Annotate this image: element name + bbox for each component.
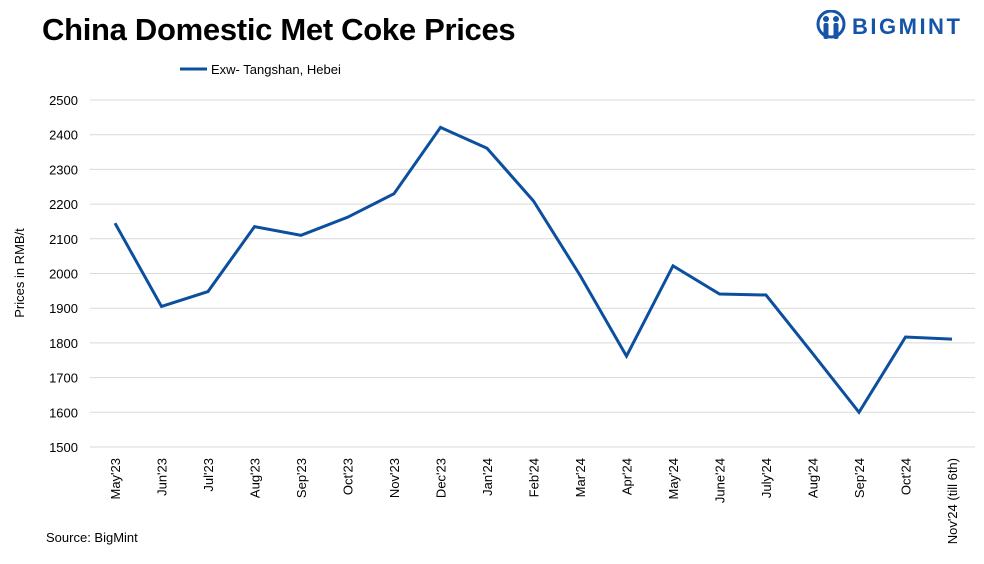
y-tick-label: 1600: [49, 405, 78, 420]
logo-text: BIGMINT: [852, 14, 963, 39]
x-tick-label: Oct'23: [341, 458, 356, 495]
x-tick-labels: May'23 Jun'23 Jul'23 Aug'23 Sep'23 Oct'23 Nov'…: [108, 458, 960, 544]
series-line: [113, 125, 953, 415]
y-tick-label: 1500: [49, 440, 78, 455]
y-tick-label: 2500: [49, 93, 78, 108]
y-axis-label: Prices in RMB/t: [12, 228, 27, 318]
gridlines: [90, 99, 975, 448]
x-tick-label: May'23: [108, 458, 123, 500]
x-tick-label: Dec'23: [434, 458, 449, 498]
y-tick-labels: 1500 1600 1700 1800 1900 2000 2100 2200 2300 2400…: [49, 93, 78, 455]
legend-label: Exw- Tangshan, Hebei: [211, 62, 341, 77]
y-tick-label: 1900: [49, 301, 78, 316]
y-tick-label: 2300: [49, 162, 78, 177]
x-tick-label: Sep'23: [294, 458, 309, 498]
x-tick-label: Nov'23: [387, 458, 402, 498]
x-tick-label: Sep'24: [852, 458, 867, 498]
y-tick-label: 2200: [49, 197, 78, 212]
x-tick-label: Jul'23: [201, 458, 216, 492]
series-lines: [113, 125, 953, 415]
x-tick-label: June'24: [713, 458, 728, 503]
x-tick-label: May'24: [666, 458, 681, 500]
y-tick-label: 2400: [49, 128, 78, 143]
bigmint-logo: BIGMINT: [816, 10, 962, 44]
y-tick-label: 2000: [49, 267, 78, 282]
x-tick-label: Feb'24: [527, 458, 542, 497]
y-tick-label: 1700: [49, 371, 78, 386]
y-tick-label: 2100: [49, 232, 78, 247]
x-tick-label: Oct'24: [899, 458, 914, 495]
source-note: Source: BigMint: [46, 530, 138, 545]
x-tick-label: July'24: [759, 458, 774, 498]
y-tick-label: 1800: [49, 336, 78, 351]
x-tick-label: Nov'24 (till 6th): [945, 458, 960, 544]
x-tick-label: Aug'24: [806, 458, 821, 498]
x-tick-label: Mar'24: [573, 458, 588, 497]
x-tick-label: Jan'24: [480, 458, 495, 496]
x-tick-label: Aug'23: [248, 458, 263, 498]
x-tick-label: Apr'24: [620, 458, 635, 495]
bigmint-logo-icon: [816, 10, 846, 39]
x-tick-label: Jun'23: [155, 458, 170, 496]
legend: Exw- Tangshan, Hebei: [180, 62, 341, 77]
chart-title: China Domestic Met Coke Prices: [42, 12, 516, 47]
